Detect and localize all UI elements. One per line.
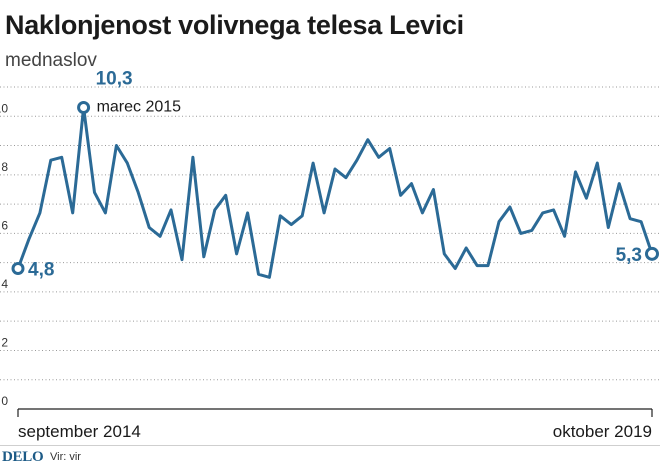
y-tick-label: 6 bbox=[1, 218, 8, 232]
annotation-note: marec 2015 bbox=[97, 98, 182, 115]
y-tick-labels: 0 2 4 6 8 10 bbox=[0, 101, 8, 408]
annotations: 4,8 10,3 marec 2015 5,3 bbox=[28, 68, 642, 280]
highlight-marker bbox=[645, 246, 659, 261]
point-markers bbox=[11, 100, 659, 275]
chart-title: Naklonjenost volivnega telesa Levici bbox=[5, 10, 464, 40]
highlight-marker bbox=[77, 100, 91, 114]
source-credit: Vir: vir bbox=[50, 451, 81, 463]
annotation-label: 10,3 bbox=[96, 68, 133, 89]
highlight-marker bbox=[11, 261, 25, 275]
footer-divider bbox=[0, 445, 660, 446]
y-tick-label: 4 bbox=[1, 277, 8, 291]
x-ticks bbox=[17, 409, 653, 417]
x-tick-label-start: september 2014 bbox=[18, 422, 141, 441]
grid bbox=[0, 86, 660, 381]
series-line bbox=[16, 106, 654, 279]
source-prefix: Vir: bbox=[50, 451, 67, 463]
chart-subtitle: mednaslov bbox=[5, 50, 97, 71]
source-value: vir bbox=[69, 451, 81, 463]
y-tick-label: 10 bbox=[0, 101, 8, 115]
annotation-label: 4,8 bbox=[28, 259, 54, 280]
y-tick-label: 2 bbox=[1, 335, 8, 349]
delo-logo: DELO bbox=[2, 449, 44, 465]
footer: DELO Vir: vir bbox=[0, 445, 660, 473]
annotation-label: 5,3 bbox=[616, 245, 642, 266]
y-tick-label: 0 bbox=[1, 394, 8, 408]
y-tick-label: 8 bbox=[1, 160, 8, 174]
x-tick-label-end: oktober 2019 bbox=[553, 422, 652, 441]
